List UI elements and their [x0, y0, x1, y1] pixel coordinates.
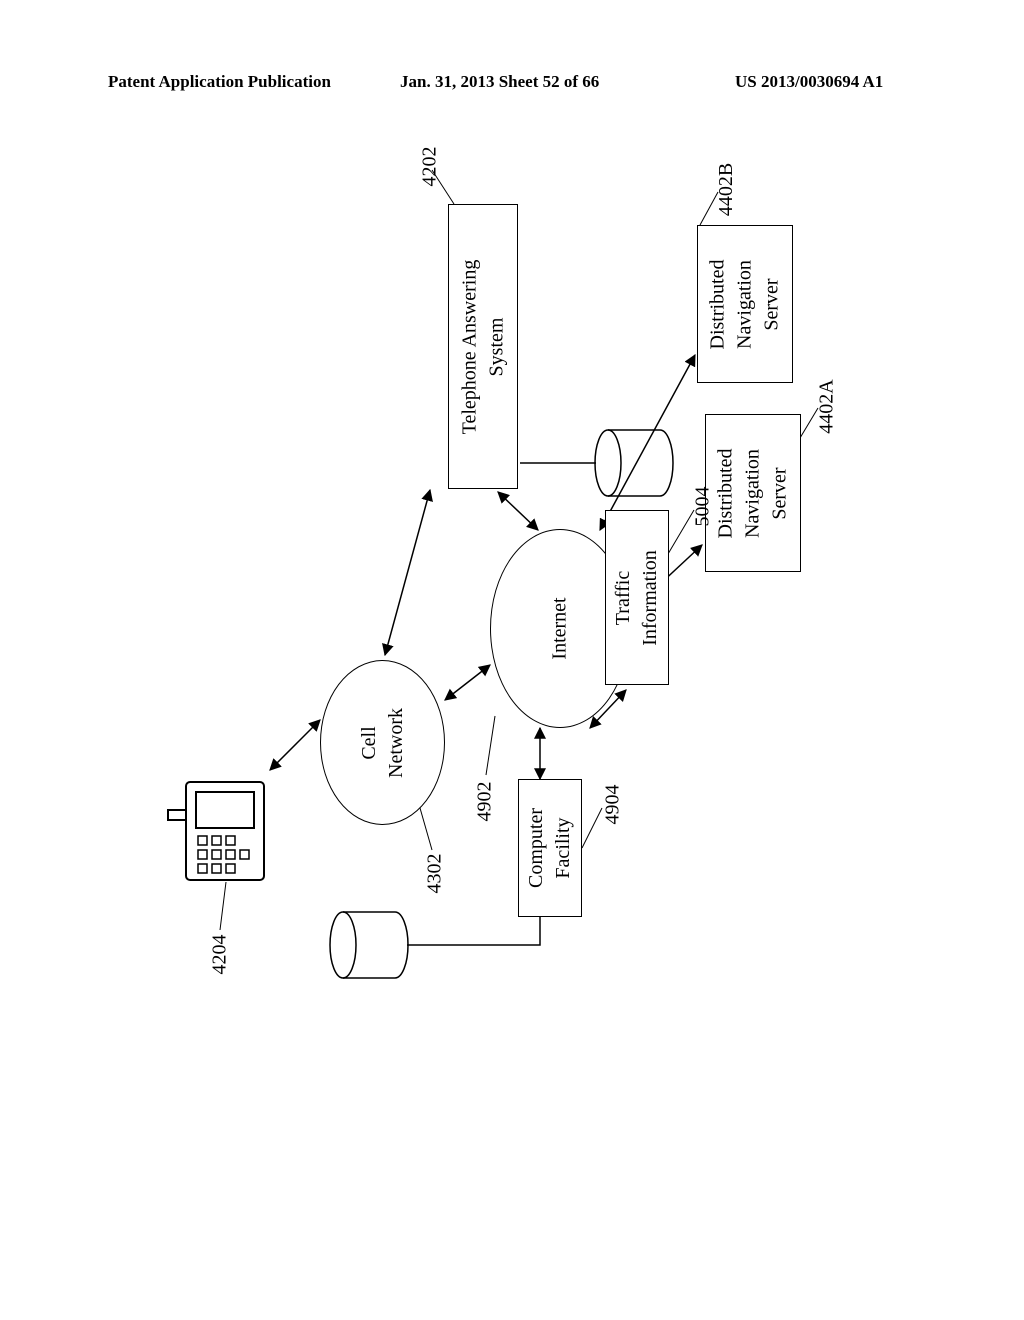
label-5004: 5004 [692, 487, 715, 527]
label-4202: 4202 [419, 147, 442, 187]
database-icon-bottom [330, 912, 408, 978]
cell-line1: Cell [357, 726, 379, 759]
dnavA-line2: Navigation [742, 449, 764, 538]
label-4402B: 4402B [715, 163, 738, 216]
node-cell-network: Cell Network [320, 660, 445, 825]
traffic-line2: Information [639, 550, 661, 646]
page: Patent Application Publication Jan. 31, … [0, 0, 1024, 1320]
computer-line1: Computer [525, 808, 547, 888]
cellphone-icon [168, 782, 264, 880]
internet-line1: Internet [549, 597, 571, 659]
computer-line2: Facility [552, 817, 574, 878]
label-4302: 4302 [424, 854, 447, 894]
dnavB-line2: Navigation [734, 260, 756, 349]
label-4204: 4204 [209, 935, 232, 975]
node-computer-facility: Computer Facility [518, 779, 582, 917]
node-distributed-navigation-server-b: Distributed Navigation Server [697, 225, 793, 383]
cell-line2: Network [384, 708, 406, 778]
dnavB-line3: Server [761, 278, 783, 330]
dnavB-line1: Distributed [707, 259, 729, 349]
label-4904: 4904 [602, 785, 625, 825]
label-4402A: 4402A [816, 379, 839, 433]
node-traffic-information: Traffic Information [605, 510, 669, 685]
telephone-line2: System [485, 317, 507, 376]
dnavA-line1: Distributed [715, 448, 737, 538]
node-distributed-navigation-server-a: Distributed Navigation Server [705, 414, 801, 572]
node-telephone-answering-system: Telephone Answering System [448, 204, 518, 489]
traffic-line1: Traffic [612, 570, 634, 624]
telephone-line1: Telephone Answering [458, 259, 480, 434]
dnavA-line3: Server [769, 467, 791, 519]
label-4902: 4902 [474, 782, 497, 822]
figure-49: Telephone Answering System Cell Network … [0, 0, 1024, 1320]
database-icon-top [595, 430, 673, 496]
